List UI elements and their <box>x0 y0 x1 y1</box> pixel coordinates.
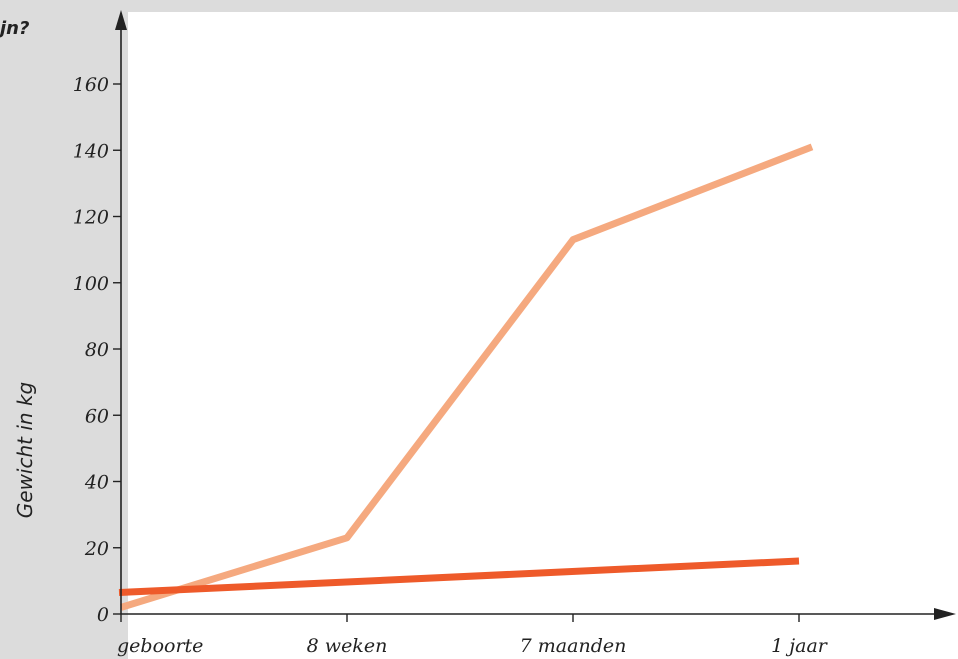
y-axis-title: Gewicht in kg <box>13 382 37 518</box>
y-tick-label: 80 <box>85 339 109 361</box>
x-tick-label: geboorte <box>117 635 203 657</box>
series-line-2 <box>118 557 800 596</box>
cropped-heading-text: jn? <box>0 18 29 39</box>
series-layer <box>118 143 814 611</box>
x-axis-arrowhead <box>934 608 956 620</box>
y-tick-label: 20 <box>84 538 109 560</box>
x-tick-label: 1 jaar <box>771 635 829 657</box>
y-axis-arrowhead <box>115 10 127 30</box>
y-tick-label: 140 <box>73 140 109 162</box>
axes-layer: 0 20 40 60 80 100 120 140 160 geboorte 8 weken 7 ma… <box>73 10 956 657</box>
y-tick-label: 60 <box>85 405 109 427</box>
y-tick-label: 120 <box>73 207 109 229</box>
plot-area <box>128 12 958 659</box>
x-tick-label: 7 maanden <box>520 635 627 657</box>
series-line-1 <box>119 143 814 611</box>
y-tick-label: 100 <box>73 273 109 295</box>
x-tick-label: 8 weken <box>307 635 388 657</box>
y-tick-label: 40 <box>84 472 109 494</box>
y-tick-label: 0 <box>97 604 109 626</box>
y-tick-label: 160 <box>73 74 109 96</box>
